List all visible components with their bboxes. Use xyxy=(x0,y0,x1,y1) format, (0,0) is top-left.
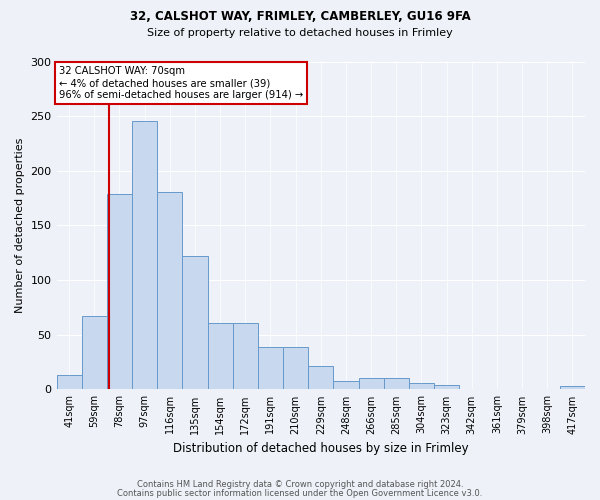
Bar xyxy=(308,366,334,390)
Bar xyxy=(182,256,208,390)
Bar xyxy=(383,378,409,390)
Text: 32, CALSHOT WAY, FRIMLEY, CAMBERLEY, GU16 9FA: 32, CALSHOT WAY, FRIMLEY, CAMBERLEY, GU1… xyxy=(130,10,470,23)
Text: Contains HM Land Registry data © Crown copyright and database right 2024.: Contains HM Land Registry data © Crown c… xyxy=(137,480,463,489)
Bar xyxy=(107,194,132,390)
Bar xyxy=(560,386,585,390)
Bar xyxy=(132,120,157,390)
Bar xyxy=(233,323,258,390)
Y-axis label: Number of detached properties: Number of detached properties xyxy=(15,138,25,313)
Bar xyxy=(208,323,233,390)
X-axis label: Distribution of detached houses by size in Frimley: Distribution of detached houses by size … xyxy=(173,442,469,455)
Text: Size of property relative to detached houses in Frimley: Size of property relative to detached ho… xyxy=(147,28,453,38)
Text: Contains public sector information licensed under the Open Government Licence v3: Contains public sector information licen… xyxy=(118,489,482,498)
Bar xyxy=(334,380,359,390)
Bar xyxy=(56,375,82,390)
Bar xyxy=(409,383,434,390)
Bar xyxy=(258,347,283,390)
Bar xyxy=(434,385,459,390)
Bar xyxy=(359,378,383,390)
Bar xyxy=(157,192,182,390)
Bar xyxy=(82,316,107,390)
Bar xyxy=(283,347,308,390)
Text: 32 CALSHOT WAY: 70sqm
← 4% of detached houses are smaller (39)
96% of semi-detac: 32 CALSHOT WAY: 70sqm ← 4% of detached h… xyxy=(59,66,304,100)
